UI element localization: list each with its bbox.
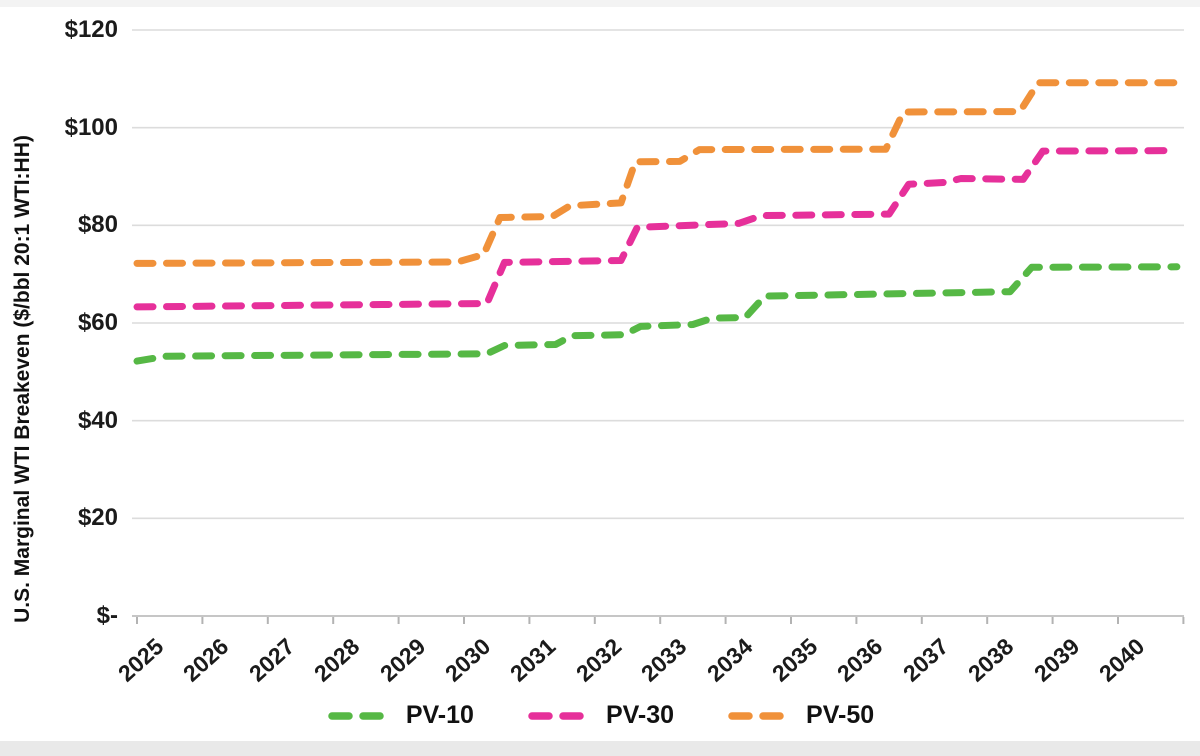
series-line-pv-30 bbox=[133, 147, 1181, 311]
legend-dash-marker-pv-10 bbox=[328, 711, 392, 720]
series-line-pv-10 bbox=[133, 263, 1181, 365]
legend-item-pv-30: PV-30 bbox=[526, 701, 674, 730]
bottom-edge-strip bbox=[0, 741, 1200, 756]
chart-legend: PV-10 PV-30 PV-50 bbox=[0, 701, 1200, 730]
y-tick-label-100: $100 bbox=[64, 113, 118, 141]
y-tick-label-120: $120 bbox=[64, 16, 118, 43]
legend-item-pv-10: PV-10 bbox=[326, 701, 474, 730]
y-tick-label-20: $20 bbox=[77, 504, 118, 532]
legend-dash-marker-pv-50 bbox=[728, 711, 792, 720]
legend-label-pv-10: PV-10 bbox=[405, 701, 474, 729]
y-tick-label-0: $- bbox=[96, 602, 118, 629]
legend-item-pv-50: PV-50 bbox=[726, 701, 874, 730]
y-tick-label-40: $40 bbox=[77, 406, 118, 434]
y-axis-title: U.S. Marginal WTI Breakeven ($/bbl 20:1 … bbox=[11, 135, 34, 623]
legend-dash-marker-pv-30 bbox=[528, 711, 592, 720]
top-edge-strip bbox=[0, 0, 1200, 7]
legend-label-pv-50: PV-50 bbox=[806, 701, 875, 729]
legend-label-pv-30: PV-30 bbox=[605, 701, 675, 729]
y-tick-label-80: $80 bbox=[77, 211, 118, 239]
y-tick-label-60: $60 bbox=[77, 309, 118, 336]
series-line-pv-50 bbox=[133, 79, 1181, 267]
